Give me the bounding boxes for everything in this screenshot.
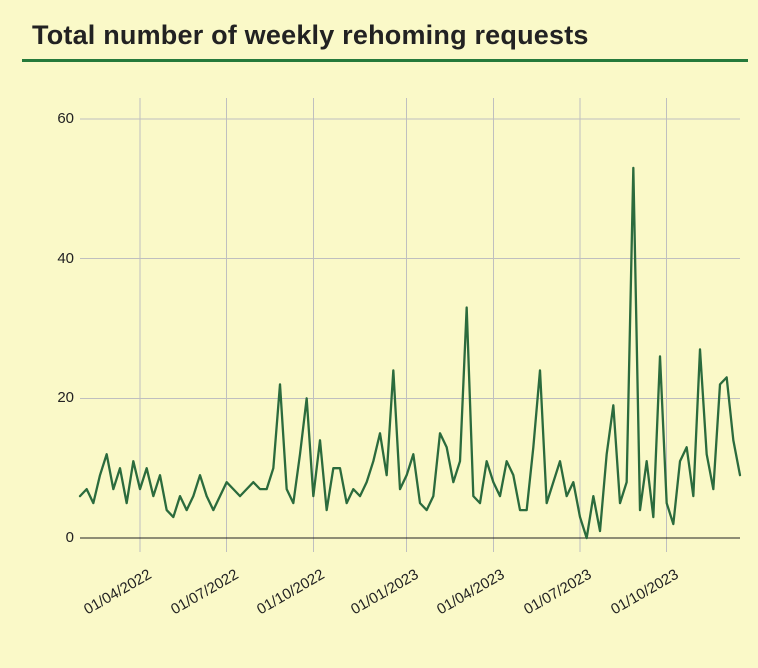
x-tick-label: 01/07/2022 <box>153 566 241 627</box>
x-tick-label: 01/04/2023 <box>420 566 508 627</box>
x-tick-label: 01/10/2023 <box>593 566 681 627</box>
line-chart: 020406001/04/202201/07/202201/10/202201/… <box>40 98 758 632</box>
y-tick-label: 60 <box>46 110 74 127</box>
x-tick-label: 01/01/2023 <box>333 566 421 627</box>
title-underline <box>22 59 748 62</box>
chart-title: Total number of weekly rehoming requests <box>32 20 758 51</box>
y-tick-label: 40 <box>46 250 74 267</box>
x-tick-label: 01/10/2022 <box>240 566 328 627</box>
y-tick-label: 20 <box>46 389 74 406</box>
y-tick-label: 0 <box>46 529 74 546</box>
chart-svg <box>40 98 758 562</box>
series-line <box>80 168 740 538</box>
x-tick-label: 01/04/2022 <box>66 566 154 627</box>
x-tick-label: 01/07/2023 <box>506 566 594 627</box>
